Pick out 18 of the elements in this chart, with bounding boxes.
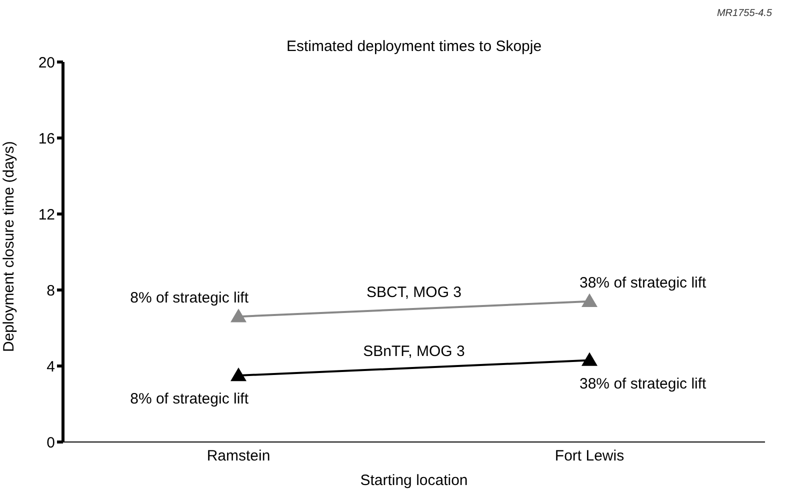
- y-tick-label: 4: [46, 358, 55, 376]
- chart-title: Estimated deployment times to Skopje: [285, 38, 543, 55]
- annotation: 38% of strategic lift: [580, 274, 708, 292]
- y-tick-label: 20: [38, 54, 55, 72]
- y-tick-label: 0: [46, 434, 55, 452]
- y-tick-label: 16: [38, 130, 55, 148]
- x-axis-title: Starting location: [360, 472, 468, 489]
- annotation: 8% of strategic lift: [130, 290, 250, 307]
- text: MR1755-4.5: [716, 8, 772, 19]
- y-tick-label: 8: [46, 282, 55, 300]
- x-tick-label: Ramstein: [206, 448, 270, 465]
- x-tick-label: Fort Lewis: [554, 448, 624, 465]
- y-tick-label: 12: [38, 206, 55, 224]
- annotation: 8% of strategic lift: [130, 390, 250, 408]
- series-label: SBCT, MOG 3: [366, 284, 462, 301]
- annotation: 38% of strategic lift: [580, 375, 708, 392]
- series-label: SBnTF, MOG 3: [363, 342, 465, 360]
- y-axis-title: Deployment closure time (days): [0, 141, 18, 352]
